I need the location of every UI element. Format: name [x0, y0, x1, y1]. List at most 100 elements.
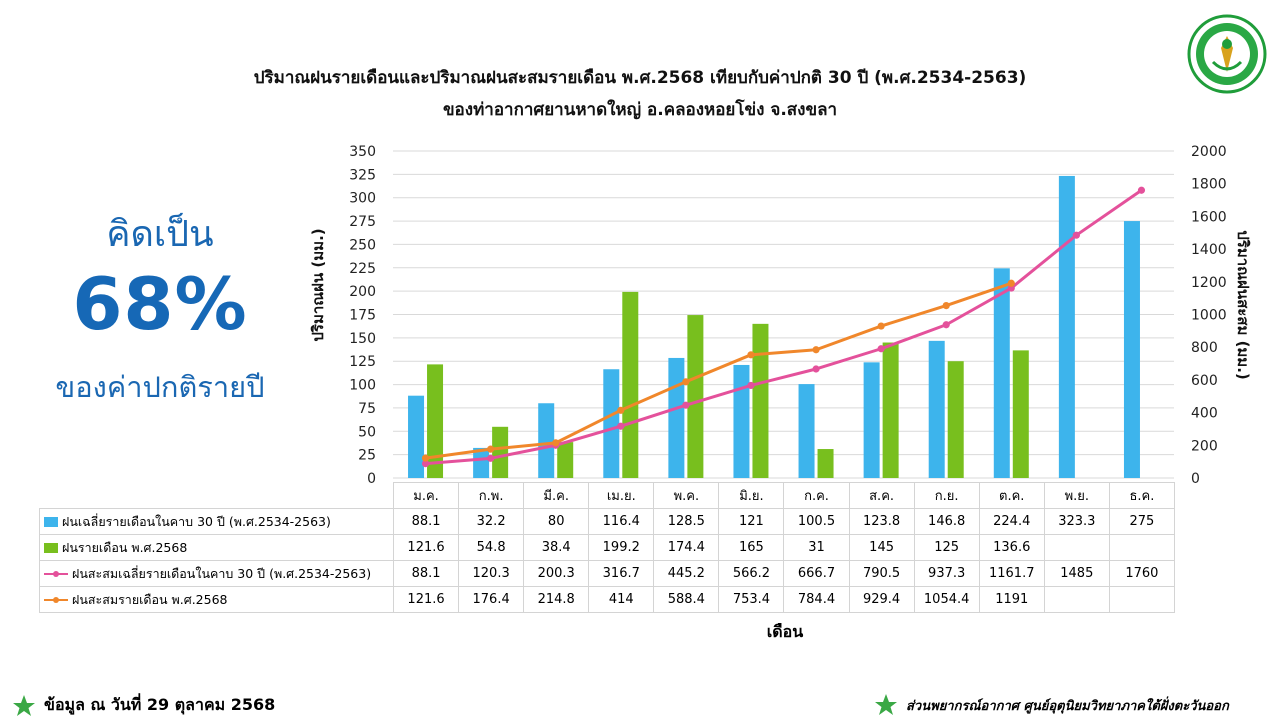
x-tick-label: ม.ค. [392, 482, 460, 509]
y2-tick-label: 400 [1191, 406, 1218, 422]
y-tick-label: 125 [349, 354, 376, 370]
y-tick-label: 300 [349, 191, 376, 207]
line-series-3 [425, 189, 1143, 466]
summary-prefix: คิดเป็น [106, 214, 214, 255]
y2-tick-label: 600 [1191, 373, 1218, 389]
table-cell: 121 [718, 508, 785, 535]
table-cell: 323.3 [1043, 508, 1110, 535]
y2-tick-label: 1200 [1191, 275, 1227, 291]
legend-entry: ฝนสะสมเฉลี่ยรายเดือนในคาบ 30 ปี (พ.ศ.253… [39, 560, 394, 587]
footer-data-date: ข้อมูล ณ วันที่ 29 ตุลาคม 2568 [12, 693, 275, 718]
legend-swatch [44, 595, 68, 605]
bar-series-1 [863, 362, 880, 478]
bar-series-1 [473, 447, 490, 478]
y2-tick-label: 1800 [1191, 177, 1227, 193]
x-tick-label: ธ.ค. [1108, 482, 1175, 509]
y-tick-label: 100 [349, 378, 376, 394]
legend-label: ฝนสะสมรายเดือน พ.ศ.2568 [72, 591, 228, 607]
line-point-series-4 [617, 406, 625, 414]
x-tick-label: พ.ค. [653, 482, 720, 509]
y2-tick-label: 800 [1191, 340, 1218, 356]
summary-percent: 68% [72, 262, 248, 346]
bar-series-1 [798, 384, 815, 478]
y-tick-label: 75 [358, 401, 376, 417]
line-point-series-4 [682, 378, 690, 386]
table-cell: 121.6 [392, 586, 460, 613]
table-cell: 31 [783, 534, 850, 561]
line-series-4 [425, 281, 1012, 460]
bar-series-2 [427, 364, 444, 478]
line-point-series-4 [421, 454, 430, 462]
table-cell: 145 [848, 534, 915, 561]
legend-swatch [44, 569, 68, 579]
table-row: ฝนสะสมเฉลี่ยรายเดือนในคาบ 30 ปี (พ.ศ.253… [39, 560, 1175, 587]
y2-tick-label: 1600 [1191, 209, 1227, 225]
table-cell: 937.3 [913, 560, 980, 587]
table-cell: 588.4 [653, 586, 720, 613]
bar-series-2 [492, 426, 509, 478]
table-cell: 176.4 [458, 586, 525, 613]
table-cell: 275 [1108, 508, 1175, 535]
y-tick-label: 250 [349, 237, 376, 253]
bar-series-1 [408, 395, 425, 478]
bar-series-2 [882, 342, 899, 478]
x-tick-label: ส.ค. [848, 482, 915, 509]
table-corner [39, 482, 394, 509]
line-point-series-4 [552, 439, 560, 447]
x-tick-label: ต.ค. [978, 482, 1045, 509]
line-point-series-3 [1137, 186, 1146, 194]
table-cell: 146.8 [913, 508, 980, 535]
bar-series-1 [928, 340, 945, 478]
chart-data-table: ม.ค. ก.พ. มี.ค. เม.ย. พ.ค. มิ.ย. ก.ค. ส.ค. ก.ย. ต… [39, 482, 1175, 613]
y-tick-label: 25 [358, 448, 376, 464]
table-cell: 165 [718, 534, 785, 561]
bar-series-1 [1123, 221, 1140, 479]
legend-swatch [44, 542, 58, 553]
table-cell: 128.5 [653, 508, 720, 535]
line-point-series-3 [421, 459, 430, 468]
tmd-emblem-icon [1187, 14, 1267, 94]
y-tick-label: 0 [367, 471, 376, 487]
legend-label: ฝนรายเดือน พ.ศ.2568 [62, 539, 188, 555]
legend-entry: ฝนรายเดือน พ.ศ.2568 [39, 534, 394, 561]
bar-series-1 [538, 403, 555, 478]
table-cell: 666.7 [783, 560, 850, 587]
table-cell: 1760 [1108, 560, 1175, 587]
x-tick-label: มี.ค. [523, 482, 590, 509]
x-tick-label: พ.ย. [1043, 482, 1110, 509]
line-point-series-3 [682, 401, 690, 409]
line-point-series-3 [942, 321, 950, 329]
y-tick-label: 325 [349, 167, 376, 183]
green-star-icon [875, 694, 897, 715]
line-point-series-3 [617, 422, 625, 430]
x-tick-label: ก.ค. [783, 482, 850, 509]
table-cell: 80 [523, 508, 590, 535]
y-tick-label: 200 [349, 284, 376, 300]
table-cell: 88.1 [392, 508, 460, 535]
legend-label: ฝนสะสมเฉลี่ยรายเดือนในคาบ 30 ปี (พ.ศ.253… [72, 565, 372, 581]
table-cell: 200.3 [523, 560, 590, 587]
y-tick-label: 350 [349, 144, 376, 160]
table-cell: 929.4 [848, 586, 915, 613]
table-cell: 116.4 [588, 508, 655, 535]
y-tick-label: 225 [349, 261, 376, 277]
legend-label: ฝนเฉลี่ยรายเดือนในคาบ 30 ปี (พ.ศ.2534-25… [62, 513, 331, 529]
table-cell: 790.5 [848, 560, 915, 587]
table-cell: 445.2 [653, 560, 720, 587]
bar-series-2 [622, 291, 639, 478]
chart-title-line-1: ปริมาณฝนรายเดือนและปริมาณฝนสะสมรายเดือน … [253, 68, 1027, 88]
table-cell: 1054.4 [913, 586, 980, 613]
x-tick-label: เม.ย. [588, 482, 655, 509]
bar-series-2 [1012, 350, 1029, 478]
table-cell: 414 [588, 586, 655, 613]
summary-suffix: ของค่าปกติรายปี [55, 370, 265, 404]
line-point-series-4 [812, 346, 820, 354]
bar-series-2 [557, 442, 574, 478]
y2-tick-label: 0 [1191, 471, 1200, 487]
table-cell: 88.1 [392, 560, 460, 587]
line-point-series-4 [747, 351, 755, 359]
table-cell [1043, 534, 1110, 561]
table-cell [1108, 586, 1175, 613]
bar-series-1 [993, 268, 1010, 478]
